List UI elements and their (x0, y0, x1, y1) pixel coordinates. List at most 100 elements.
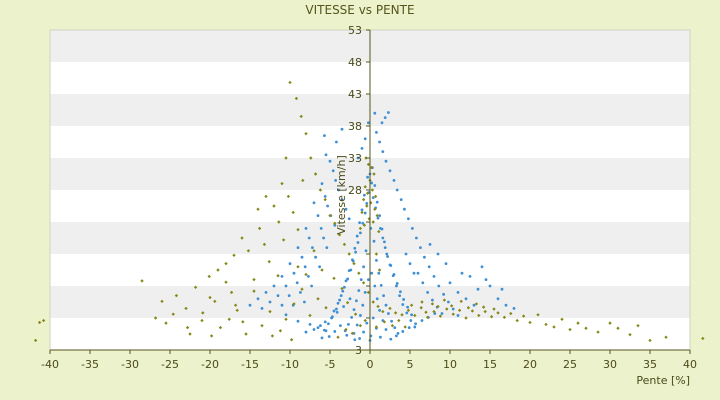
data-point (664, 335, 668, 339)
data-point (332, 276, 336, 281)
x-tick-label: -30 (121, 358, 139, 371)
x-tick-label: 35 (643, 358, 657, 371)
data-point (288, 80, 292, 85)
data-point (628, 332, 632, 337)
data-point (373, 284, 377, 288)
data-point (333, 330, 337, 333)
data-point (340, 286, 344, 291)
data-point (333, 223, 337, 227)
data-point (280, 275, 284, 278)
data-point (289, 338, 294, 342)
x-tick-label: -20 (201, 358, 219, 371)
data-point (367, 121, 370, 125)
data-point (235, 308, 239, 313)
data-point (474, 302, 479, 306)
data-point (208, 295, 212, 300)
data-point (477, 313, 481, 318)
data-point (41, 318, 46, 323)
data-point (361, 197, 366, 202)
data-point (276, 274, 280, 278)
data-point (361, 221, 365, 225)
data-point (252, 289, 256, 293)
data-point (456, 291, 460, 294)
data-point (399, 198, 403, 202)
data-point (371, 316, 375, 320)
x-tick-label: 10 (443, 358, 457, 371)
data-point (284, 317, 288, 321)
data-point (355, 234, 359, 238)
data-point (328, 159, 332, 163)
data-point (363, 137, 367, 141)
data-point (406, 305, 409, 309)
data-point (427, 265, 431, 269)
data-point (252, 277, 256, 282)
data-point (264, 291, 268, 294)
data-point (500, 287, 504, 291)
data-point (395, 188, 399, 192)
data-point (375, 259, 378, 262)
data-point (257, 226, 262, 231)
data-point (464, 297, 468, 301)
data-point (353, 312, 358, 316)
data-point (335, 140, 338, 144)
data-point (296, 227, 300, 232)
data-point (393, 326, 397, 329)
data-point (335, 307, 338, 311)
data-point (312, 328, 316, 331)
data-point (241, 320, 245, 324)
data-point (636, 323, 640, 328)
data-point (326, 204, 329, 208)
data-point (350, 315, 353, 319)
data-point (296, 319, 300, 323)
data-point (342, 242, 347, 247)
data-point (492, 307, 496, 311)
data-point (383, 246, 387, 250)
data-point (325, 246, 329, 250)
data-point (276, 294, 280, 297)
data-point (387, 312, 390, 315)
data-point (360, 210, 364, 215)
data-point (209, 334, 214, 338)
data-point (560, 317, 564, 321)
data-point (340, 198, 344, 202)
data-point (496, 311, 500, 315)
data-point (337, 233, 342, 237)
data-point (284, 313, 288, 317)
data-point (268, 300, 272, 304)
data-point (260, 323, 264, 328)
data-point (213, 299, 217, 304)
data-point (338, 298, 341, 302)
data-point (363, 193, 366, 197)
data-point (701, 336, 705, 341)
data-point (468, 275, 472, 278)
data-point (360, 147, 364, 150)
data-point (292, 271, 296, 275)
data-point (345, 300, 350, 305)
data-point (312, 249, 316, 253)
data-point (374, 252, 379, 256)
data-point (353, 338, 357, 342)
data-point (277, 220, 281, 224)
data-point (437, 284, 441, 288)
data-point (367, 278, 370, 281)
x-tick-label: 20 (523, 358, 537, 371)
data-point (294, 96, 299, 101)
data-point (359, 314, 362, 317)
data-point (320, 182, 324, 186)
data-point (391, 274, 395, 278)
data-point (303, 300, 306, 304)
data-point (327, 335, 331, 338)
data-point (318, 265, 321, 269)
data-point (352, 308, 356, 312)
data-point (379, 283, 383, 287)
data-point (488, 284, 492, 288)
data-point (153, 316, 158, 320)
data-point (457, 308, 462, 313)
x-axis-label: Pente [%] (636, 374, 690, 387)
data-point (347, 252, 351, 256)
x-tick-label: 15 (483, 358, 497, 371)
data-point (408, 262, 412, 265)
data-point (410, 313, 413, 317)
